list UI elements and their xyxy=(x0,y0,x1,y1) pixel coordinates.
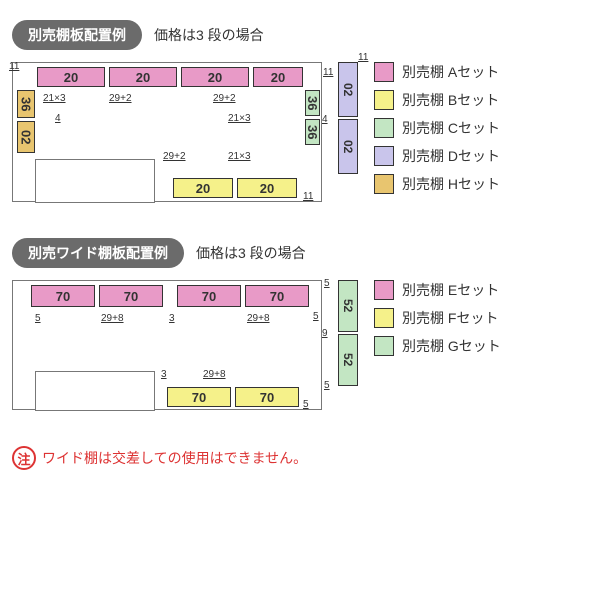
dimension-annotation: 11 xyxy=(9,61,19,72)
section1-subtitle: 価格は3 段の場合 xyxy=(154,25,264,45)
shelf: 36 xyxy=(17,90,35,118)
legend-item: 別売棚 Dセット xyxy=(374,146,500,166)
dimension-annotation: 4 xyxy=(55,113,61,124)
legend-item: 別売棚 Gセット xyxy=(374,336,501,356)
shelf: 70 xyxy=(245,285,309,307)
dimension-annotation: 21×3 xyxy=(43,93,66,104)
shelf: 20 xyxy=(253,67,303,87)
section1-title: 別売棚板配置例 xyxy=(12,20,142,50)
legend-item: 別売棚 Eセット xyxy=(374,280,501,300)
side-shelf: 52 xyxy=(338,334,358,386)
dimension-annotation: 5 xyxy=(324,380,330,391)
door-notch xyxy=(35,159,155,203)
side-column-2: 5252 595 xyxy=(338,280,358,386)
dimension-annotation: 29+2 xyxy=(163,151,186,162)
dimension-annotation: 5 xyxy=(303,399,309,410)
legend-label: 別売棚 Cセット xyxy=(402,118,500,138)
legend-swatch xyxy=(374,174,394,194)
shelf: 70 xyxy=(31,285,95,307)
legend-label: 別売棚 Dセット xyxy=(402,146,500,166)
dimension-annotation: 3 xyxy=(169,313,175,324)
note-badge: 注 xyxy=(12,446,36,470)
door-notch xyxy=(35,371,155,411)
side-column-1: 0202 114 xyxy=(338,62,358,174)
shelf: 70 xyxy=(177,285,241,307)
legend-label: 別売棚 Fセット xyxy=(402,308,498,328)
shelf: 70 xyxy=(235,387,299,407)
dimension-annotation: 29+8 xyxy=(247,313,270,324)
shelf: 70 xyxy=(99,285,163,307)
content-row-2: 707070707070529+8329+85329+85 5252 595 別… xyxy=(12,280,588,410)
legend-item: 別売棚 Cセット xyxy=(374,118,500,138)
note-text: ワイド棚は交差しての使用はできません。 xyxy=(42,448,307,468)
diagram-2: 707070707070529+8329+85329+85 xyxy=(12,280,322,410)
section2-title: 別売ワイド棚板配置例 xyxy=(12,238,184,268)
legend-swatch xyxy=(374,146,394,166)
shelf: 20 xyxy=(181,67,249,87)
dimension-annotation: 9 xyxy=(322,328,328,339)
plan-frame-2: 707070707070529+8329+85329+85 xyxy=(12,280,322,410)
footer-note: 注 ワイド棚は交差しての使用はできません。 xyxy=(12,446,588,470)
side-stack-1: 0202 xyxy=(338,62,358,174)
shelf: 20 xyxy=(237,178,297,198)
legend-item: 別売棚 Aセット xyxy=(374,62,500,82)
shelf: 70 xyxy=(167,387,231,407)
dimension-annotation: 29+2 xyxy=(213,93,236,104)
legend-label: 別売棚 Eセット xyxy=(402,280,499,300)
content-row-1: 20202020360236362020111121×329+229+221×3… xyxy=(12,62,588,202)
legend-swatch xyxy=(374,62,394,82)
shelf: 20 xyxy=(173,178,233,198)
dimension-annotation: 5 xyxy=(35,313,41,324)
legend-swatch xyxy=(374,308,394,328)
side-shelf: 02 xyxy=(338,62,358,117)
legend-label: 別売棚 Aセット xyxy=(402,62,499,82)
legend-swatch xyxy=(374,280,394,300)
header-row: 別売棚板配置例 価格は3 段の場合 xyxy=(12,20,588,50)
side-shelf: 52 xyxy=(338,280,358,332)
dimension-annotation: 11 xyxy=(303,191,313,202)
dimension-annotation: 5 xyxy=(324,278,330,289)
legend-1: 別売棚 Aセット別売棚 Bセット別売棚 Cセット別売棚 Dセット別売棚 Hセット xyxy=(374,62,500,194)
shelf: 02 xyxy=(17,121,35,153)
legend-label: 別売棚 Gセット xyxy=(402,336,501,356)
plan-frame-1: 20202020360236362020111121×329+229+221×3… xyxy=(12,62,322,202)
dimension-annotation: 29+2 xyxy=(109,93,132,104)
shelf: 36 xyxy=(305,90,320,116)
section2-subtitle: 価格は3 段の場合 xyxy=(196,243,306,263)
section-standard: 別売棚板配置例 価格は3 段の場合 2020202036023636202011… xyxy=(12,20,588,202)
legend-swatch xyxy=(374,336,394,356)
shelf: 36 xyxy=(305,119,320,145)
legend-2: 別売棚 Eセット別売棚 Fセット別売棚 Gセット xyxy=(374,280,501,356)
dimension-annotation: 29+8 xyxy=(101,313,124,324)
dimension-annotation: 21×3 xyxy=(228,151,251,162)
shelf: 20 xyxy=(37,67,105,87)
header-row-2: 別売ワイド棚板配置例 価格は3 段の場合 xyxy=(12,238,588,268)
dimension-annotation: 21×3 xyxy=(228,113,251,124)
legend-label: 別売棚 Bセット xyxy=(402,90,499,110)
dimension-annotation: 11 xyxy=(358,52,368,63)
legend-swatch xyxy=(374,118,394,138)
dimension-annotation: 29+8 xyxy=(203,369,226,380)
dimension-annotation: 5 xyxy=(313,311,319,322)
diagram-1: 20202020360236362020111121×329+229+221×3… xyxy=(12,62,322,202)
section-wide: 別売ワイド棚板配置例 価格は3 段の場合 707070707070529+832… xyxy=(12,238,588,410)
side-shelf: 02 xyxy=(338,119,358,174)
side-stack-2: 5252 xyxy=(338,280,358,386)
legend-swatch xyxy=(374,90,394,110)
legend-item: 別売棚 Fセット xyxy=(374,308,501,328)
dimension-annotation: 11 xyxy=(323,67,333,78)
legend-item: 別売棚 Hセット xyxy=(374,174,500,194)
shelf: 20 xyxy=(109,67,177,87)
legend-label: 別売棚 Hセット xyxy=(402,174,500,194)
dimension-annotation: 3 xyxy=(161,369,167,380)
dimension-annotation: 4 xyxy=(322,114,328,125)
legend-item: 別売棚 Bセット xyxy=(374,90,500,110)
